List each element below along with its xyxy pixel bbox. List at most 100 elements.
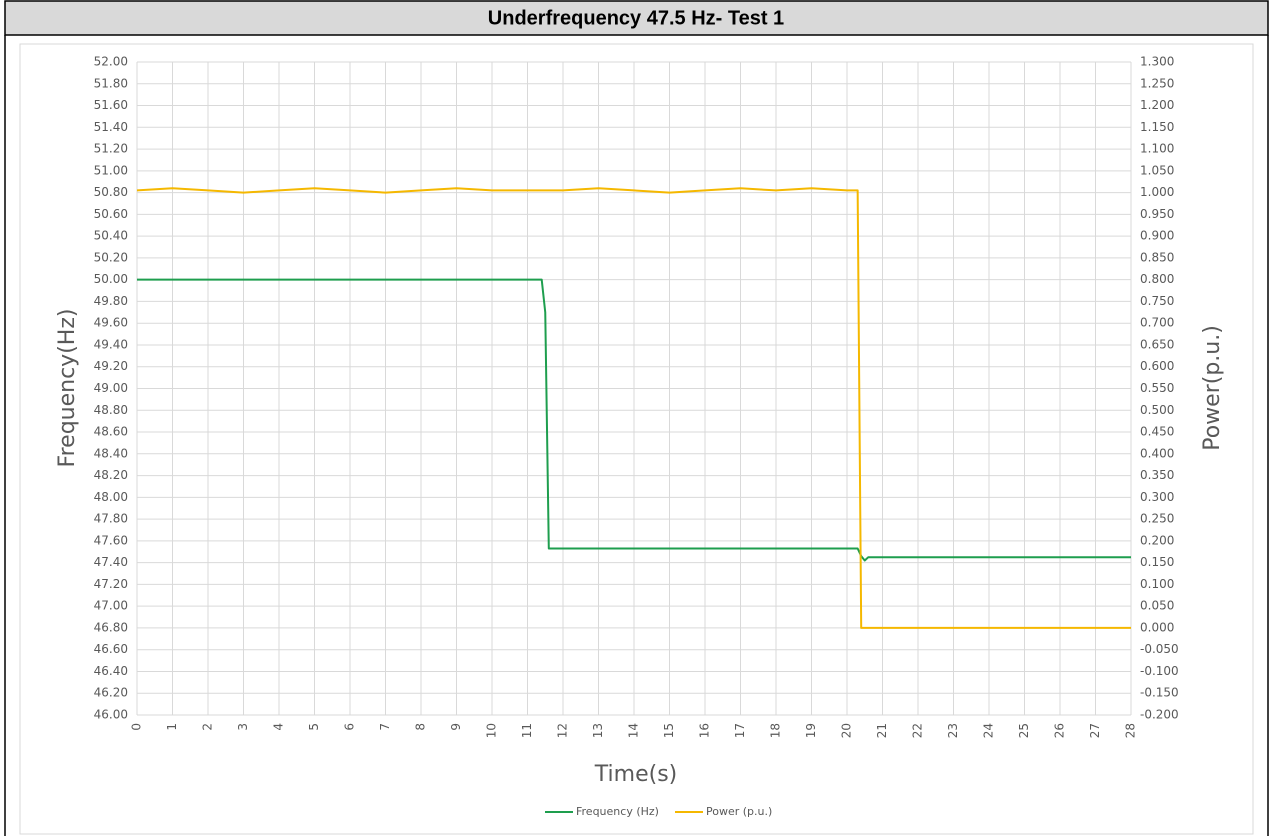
y2-tick-label: 1.000 — [1140, 185, 1174, 199]
y2-tick-label: 1.050 — [1140, 163, 1174, 177]
y-tick-label: 47.00 — [94, 599, 128, 613]
x-tick-label: 15 — [662, 723, 676, 738]
x-tick-label: 28 — [1124, 723, 1138, 738]
y2-tick-label: 1.100 — [1140, 142, 1174, 156]
legend-label: Frequency (Hz) — [576, 805, 659, 818]
x-tick-label: 13 — [591, 723, 605, 738]
x-tick-label: 8 — [414, 723, 428, 731]
y-tick-label: 46.20 — [94, 686, 128, 700]
y-tick-label: 50.60 — [94, 207, 128, 221]
x-tick-label: 12 — [556, 723, 570, 738]
y2-tick-label: 0.400 — [1140, 446, 1174, 460]
y2-tick-label: 0.450 — [1140, 425, 1174, 439]
y-tick-label: 50.00 — [94, 272, 128, 286]
x-tick-label: 1 — [165, 723, 179, 731]
x-tick-label: 11 — [520, 723, 534, 738]
x-tick-label: 23 — [946, 723, 960, 738]
y2-tick-label: 0.700 — [1140, 316, 1174, 330]
x-tick-label: 16 — [698, 723, 712, 738]
y-tick-label: 52.00 — [94, 55, 128, 69]
y2-tick-label: 0.950 — [1140, 207, 1174, 221]
x-tick-label: 19 — [804, 723, 818, 738]
y-tick-label: 49.40 — [94, 337, 128, 351]
y2-tick-label: 0.650 — [1140, 337, 1174, 351]
x-tick-label: 0 — [130, 723, 144, 731]
y2-tick-label: 0.100 — [1140, 577, 1174, 591]
x-tick-label: 10 — [485, 723, 499, 738]
y2-tick-label: 0.250 — [1140, 512, 1174, 526]
y-tick-label: 48.00 — [94, 490, 128, 504]
y2-tick-label: 0.900 — [1140, 229, 1174, 243]
y-tick-label: 48.40 — [94, 446, 128, 460]
y2-tick-label: 0.550 — [1140, 381, 1174, 395]
y2-tick-label: 0.200 — [1140, 533, 1174, 547]
x-tick-label: 25 — [1017, 723, 1031, 738]
x-tick-label: 6 — [343, 723, 357, 731]
y2-tick-label: 0.850 — [1140, 250, 1174, 264]
y2-tick-label: 0.150 — [1140, 555, 1174, 569]
y2-tick-label: -0.050 — [1140, 642, 1179, 656]
y-tick-label: 47.40 — [94, 555, 128, 569]
y2-tick-label: -0.100 — [1140, 664, 1179, 678]
y2-tick-label: -0.200 — [1140, 708, 1179, 722]
y-tick-label: 49.60 — [94, 316, 128, 330]
y2-tick-label: 0.800 — [1140, 272, 1174, 286]
x-tick-label: 20 — [840, 723, 854, 738]
x-tick-label: 7 — [378, 723, 392, 731]
y-tick-label: 49.80 — [94, 294, 128, 308]
x-tick-label: 5 — [307, 723, 321, 731]
y2-tick-label: 0.300 — [1140, 490, 1174, 504]
y2-tick-label: 0.000 — [1140, 620, 1174, 634]
y-tick-label: 49.20 — [94, 359, 128, 373]
y-tick-label: 51.00 — [94, 163, 128, 177]
x-tick-label: 17 — [733, 723, 747, 738]
y-tick-label: 46.60 — [94, 642, 128, 656]
y2-tick-label: 0.600 — [1140, 359, 1174, 373]
chart-title: Underfrequency 47.5 Hz- Test 1 — [488, 7, 784, 29]
y-tick-label: 47.80 — [94, 512, 128, 526]
y-tick-label: 50.20 — [94, 250, 128, 264]
legend-label: Power (p.u.) — [706, 805, 772, 818]
x-tick-label: 26 — [1053, 723, 1067, 738]
chart-border — [19, 43, 1254, 835]
y2-tick-label: 0.750 — [1140, 294, 1174, 308]
x-tick-label: 27 — [1088, 723, 1102, 738]
y2-axis-title: Power(p.u.) — [1200, 325, 1225, 451]
x-tick-label: 2 — [201, 723, 215, 731]
y-tick-label: 47.20 — [94, 577, 128, 591]
y-tick-label: 51.80 — [94, 76, 128, 90]
x-tick-label: 21 — [875, 723, 889, 738]
title-bar — [4, 0, 1269, 36]
x-tick-label: 22 — [911, 723, 925, 738]
y-tick-label: 46.40 — [94, 664, 128, 678]
y2-tick-label: 1.200 — [1140, 98, 1174, 112]
y2-tick-label: 1.300 — [1140, 55, 1174, 69]
y-tick-label: 48.80 — [94, 403, 128, 417]
y-axis-title: Frequency(Hz) — [55, 309, 80, 468]
data-line — [137, 278, 1131, 562]
y-tick-label: 51.20 — [94, 142, 128, 156]
y2-tick-label: 0.500 — [1140, 403, 1174, 417]
y-tick-label: 51.60 — [94, 98, 128, 112]
data-line — [136, 187, 1131, 629]
y-tick-label: 51.40 — [94, 120, 128, 134]
y-tick-label: 49.00 — [94, 381, 128, 395]
y-tick-label: 48.20 — [94, 468, 128, 482]
y-tick-label: 50.40 — [94, 229, 128, 243]
y-tick-label: 48.60 — [94, 425, 128, 439]
x-tick-label: 24 — [982, 723, 996, 738]
y-tick-label: 46.00 — [94, 708, 128, 722]
y-tick-label: 50.80 — [94, 185, 128, 199]
x-tick-label: 14 — [627, 723, 641, 738]
x-tick-label: 4 — [272, 723, 286, 731]
x-tick-label: 3 — [236, 723, 250, 731]
x-tick-label: 9 — [449, 723, 463, 731]
x-tick-label: 18 — [769, 723, 783, 738]
y2-tick-label: 0.050 — [1140, 599, 1174, 613]
y2-tick-label: -0.150 — [1140, 686, 1179, 700]
x-axis-title: Time(s) — [594, 762, 677, 787]
y-tick-label: 46.80 — [94, 620, 128, 634]
y2-tick-label: 0.350 — [1140, 468, 1174, 482]
